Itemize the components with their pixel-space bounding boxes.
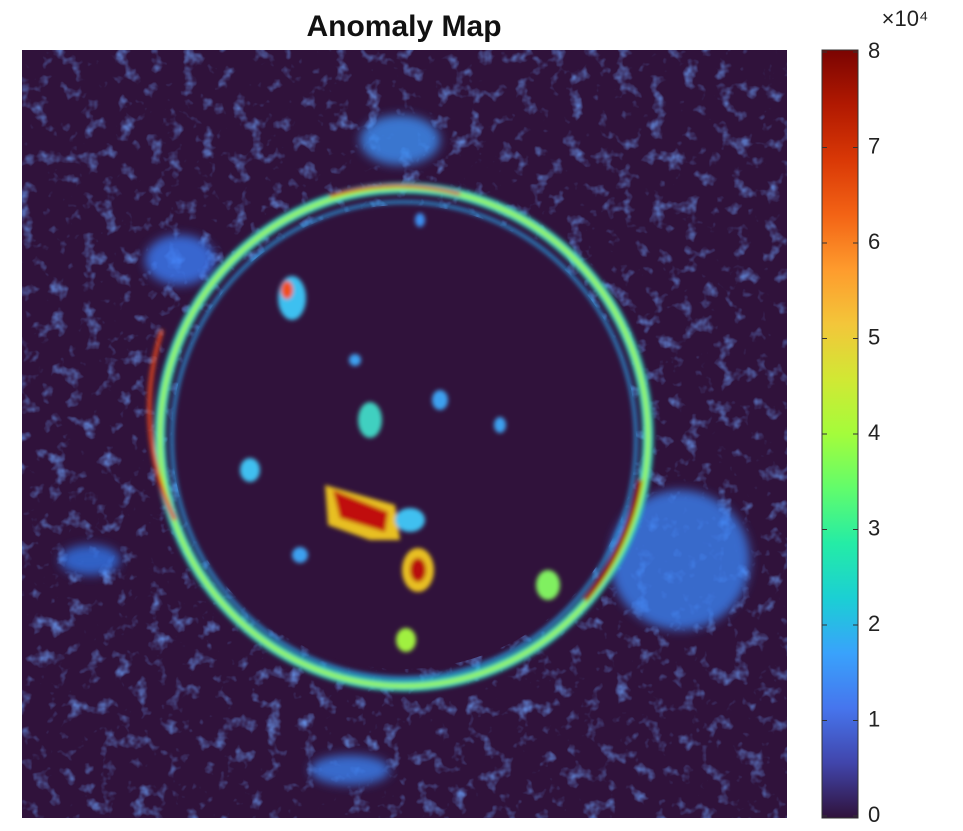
- colorbar-tick-label: 4: [868, 420, 880, 445]
- chart: Anomaly Map: [0, 0, 963, 831]
- colorbar: [822, 50, 858, 818]
- colorbar-tick-label: 7: [868, 133, 880, 158]
- colorbar-exponent: ×10⁴: [882, 6, 929, 31]
- chart-title: Anomaly Map: [306, 10, 501, 43]
- colorbar-tick-label: 6: [868, 229, 880, 254]
- colorbar-tick-label: 1: [868, 706, 880, 731]
- colorbar-tick-label: 3: [868, 515, 880, 540]
- page: Anomaly Map: [0, 0, 963, 831]
- heatmap-image: [22, 50, 787, 818]
- colorbar-tick-label: 8: [868, 38, 880, 63]
- colorbar-tick-label: 0: [868, 802, 880, 827]
- colorbar-tick-label: 2: [868, 611, 880, 636]
- colorbar-tick-label: 5: [868, 324, 880, 349]
- colorbar-gradient: [822, 50, 858, 818]
